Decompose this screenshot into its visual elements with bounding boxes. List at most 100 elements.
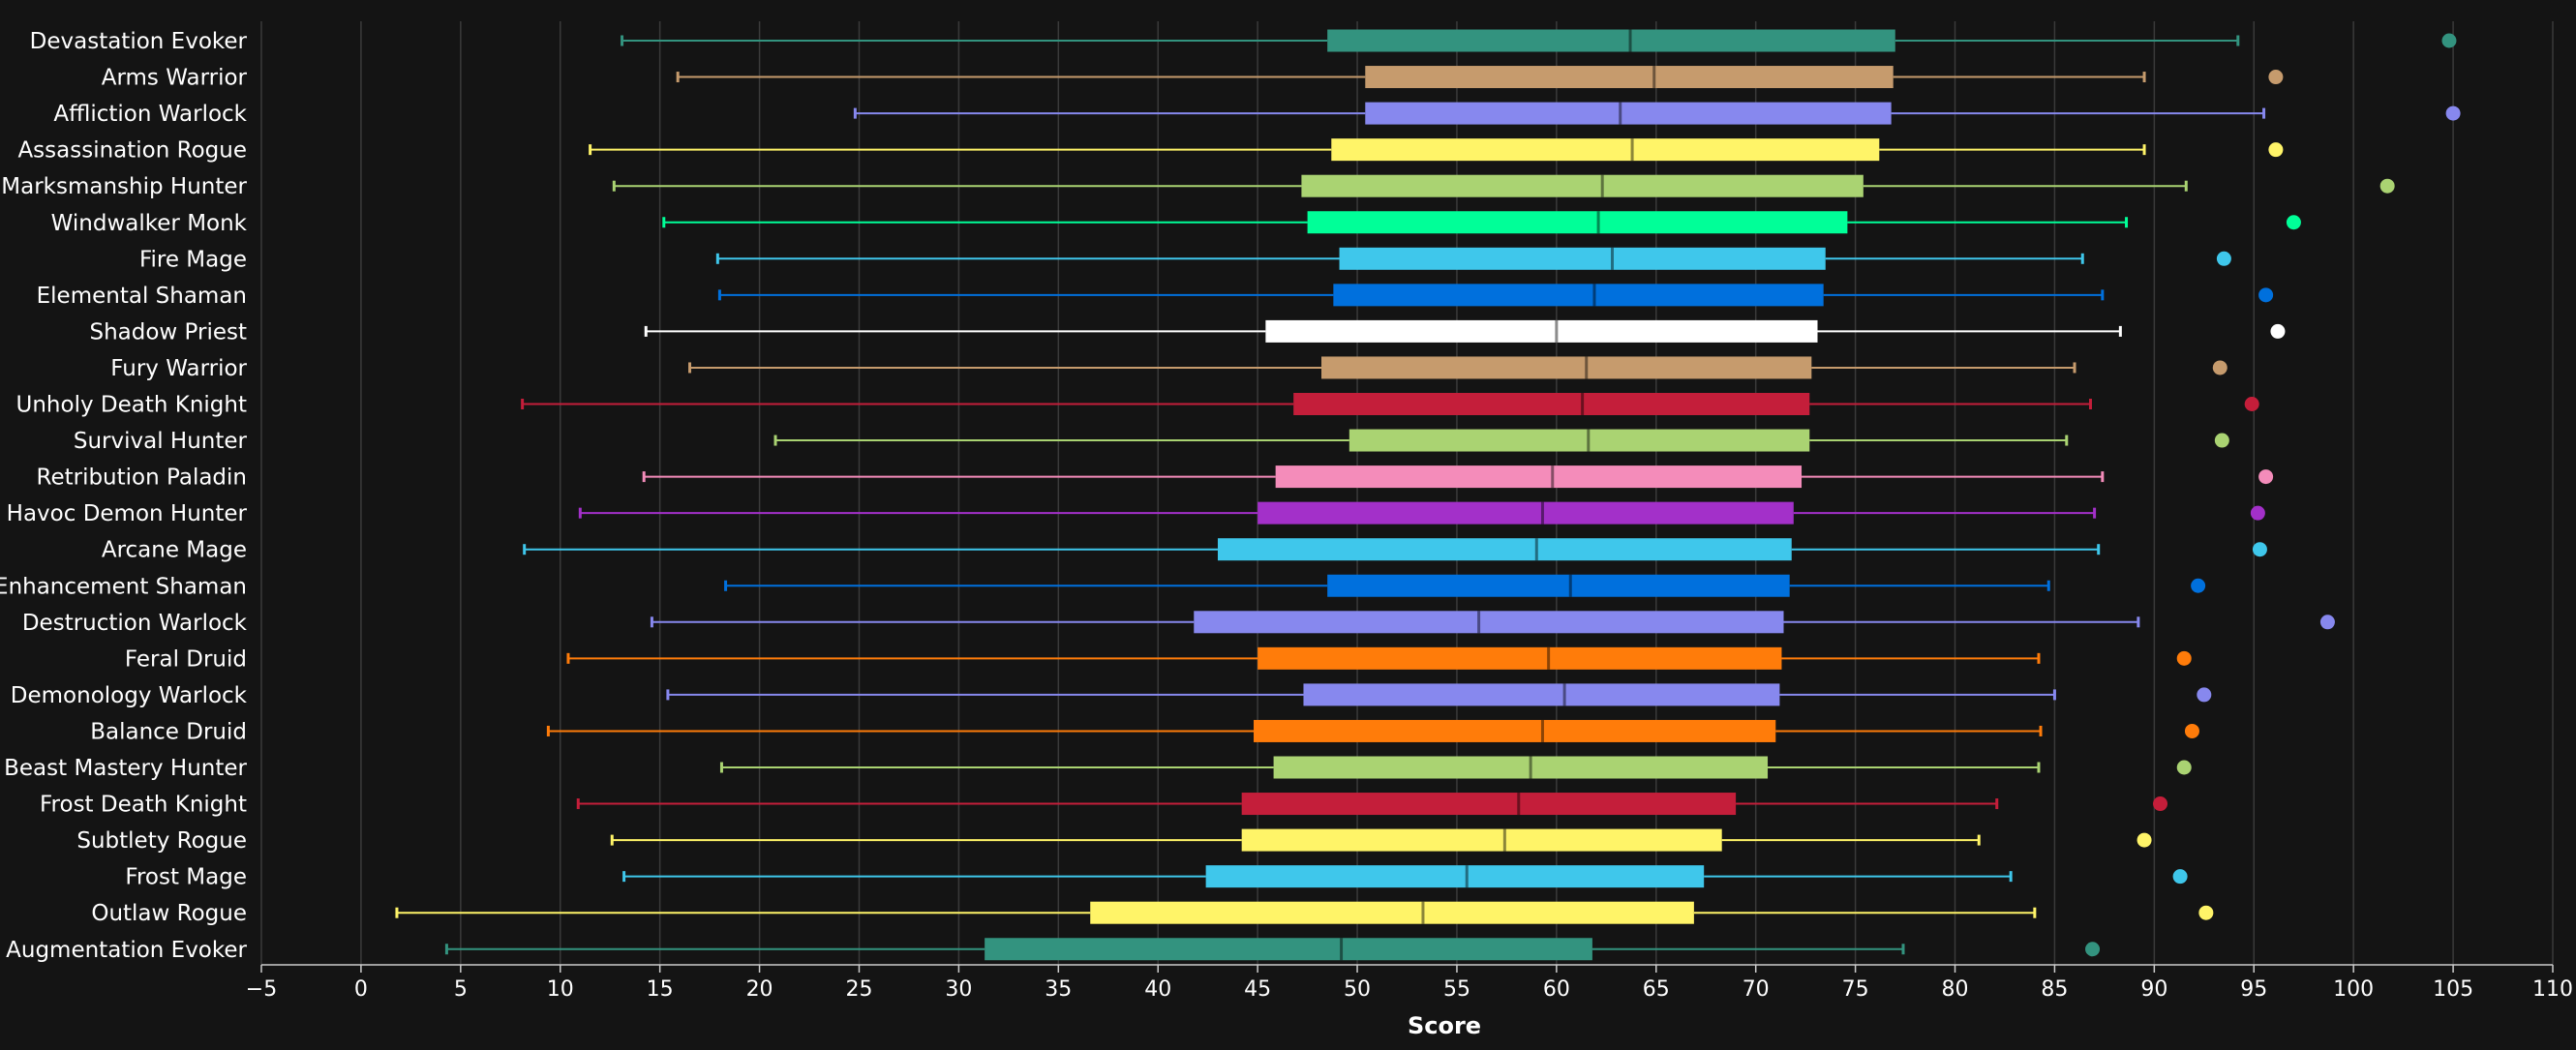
box-iqr (1254, 719, 1776, 742)
category-label: Devastation Evoker (30, 29, 248, 54)
outlier-point (2319, 615, 2335, 630)
outlier-point (2379, 178, 2395, 194)
box-iqr (985, 938, 1592, 961)
outlier-point (2244, 397, 2259, 411)
outlier-point (2153, 796, 2168, 812)
box-iqr (1241, 828, 1722, 852)
box-iqr (1258, 646, 1782, 670)
box-iqr (1333, 284, 1824, 307)
box-row (676, 66, 2284, 89)
box-row (622, 865, 2188, 888)
box-row (576, 793, 2168, 816)
category-label: Elemental Shaman (37, 284, 247, 309)
category-label: Subtlety Rogue (76, 828, 247, 854)
box-iqr (1320, 356, 1812, 379)
outlier-point (2184, 723, 2199, 738)
outlier-point (2270, 323, 2286, 339)
box-iqr (1303, 683, 1780, 706)
category-label: Windwalker Monk (51, 211, 248, 236)
category-label: Unholy Death Knight (16, 393, 247, 418)
grid-lines (260, 21, 2554, 965)
outlier-point (2085, 942, 2101, 957)
x-tick-label: 55 (1443, 977, 1470, 1002)
box-series (395, 29, 2461, 961)
box-row (715, 247, 2231, 270)
x-tick-label: 110 (2532, 977, 2573, 1002)
x-tick-label: 0 (354, 977, 368, 1002)
outlier-point (2214, 433, 2229, 448)
box-row (644, 319, 2286, 343)
outlier-point (2286, 215, 2301, 230)
box-row (642, 465, 2274, 489)
box-row (717, 284, 2274, 307)
x-tick-label: 5 (454, 977, 468, 1002)
category-label: Havoc Demon Hunter (7, 501, 248, 526)
box-row (853, 102, 2461, 125)
box-iqr (1258, 501, 1794, 525)
x-tick-label: 25 (845, 977, 872, 1002)
x-tick-label: 100 (2333, 977, 2374, 1002)
box-iqr (1194, 611, 1784, 634)
outlier-point (2198, 905, 2214, 920)
box-row (444, 938, 2101, 961)
box-iqr (1365, 102, 1892, 125)
x-tick-label: 105 (2433, 977, 2473, 1002)
category-label: Feral Druid (125, 646, 247, 672)
category-label: Fury Warrior (110, 356, 247, 381)
box-iqr (1265, 319, 1818, 343)
outlier-point (2212, 360, 2227, 375)
box-row (621, 29, 2457, 52)
box-row (578, 501, 2265, 525)
category-label: Balance Druid (90, 719, 247, 744)
x-tick-label: 10 (547, 977, 574, 1002)
category-label: Survival Hunter (74, 429, 248, 454)
x-tick-label: 35 (1045, 977, 1072, 1002)
x-tick-label: 20 (746, 977, 773, 1002)
category-label: Assassination Rogue (17, 138, 247, 164)
outlier-point (2172, 869, 2188, 885)
x-axis-ticks: −5 0 5 10 15 20 25 30 35 40 45 50 55 60 65 70 75 80 85 90 95… (246, 964, 2573, 1002)
x-tick-label: −5 (246, 977, 277, 1002)
category-label: Outlaw Rogue (91, 901, 247, 926)
category-label: Demonology Warlock (11, 683, 248, 708)
x-tick-label: 30 (945, 977, 972, 1002)
category-label: Frost Mage (125, 865, 247, 890)
box-row (521, 393, 2259, 415)
x-tick-label: 65 (1643, 977, 1670, 1002)
outlier-point (2445, 105, 2461, 121)
box-row (662, 211, 2301, 234)
box-iqr (1301, 174, 1864, 197)
outlier-point (2441, 33, 2457, 48)
box-iqr (1217, 538, 1792, 561)
box-iqr (1307, 211, 1848, 234)
box-row (566, 646, 2192, 670)
x-tick-label: 45 (1244, 977, 1271, 1002)
box-iqr (1273, 756, 1769, 779)
x-tick-label: 95 (2240, 977, 2267, 1002)
box-iqr (1293, 393, 1810, 415)
x-tick-label: 75 (1842, 977, 1869, 1002)
box-row (719, 756, 2192, 779)
x-axis-label: Score (1408, 1012, 1481, 1039)
outlier-point (2268, 142, 2284, 158)
outlier-point (2216, 251, 2231, 266)
outlier-point (2176, 760, 2192, 775)
category-label: Augmentation Evoker (6, 938, 247, 963)
x-tick-label: 60 (1543, 977, 1570, 1002)
box-iqr (1365, 66, 1894, 89)
category-label: Affliction Warlock (53, 102, 247, 127)
box-row (666, 683, 2212, 706)
category-label: Destruction Warlock (22, 611, 248, 636)
category-label: Shadow Priest (89, 319, 247, 345)
x-tick-label: 85 (2041, 977, 2068, 1002)
box-row (688, 356, 2227, 379)
category-label: Beast Mastery Hunter (4, 756, 247, 781)
outlier-point (2176, 650, 2192, 666)
outlier-point (2268, 70, 2284, 85)
box-iqr (1339, 247, 1826, 270)
box-row (773, 429, 2229, 452)
box-iqr (1331, 138, 1880, 162)
x-tick-label: 90 (2140, 977, 2167, 1002)
